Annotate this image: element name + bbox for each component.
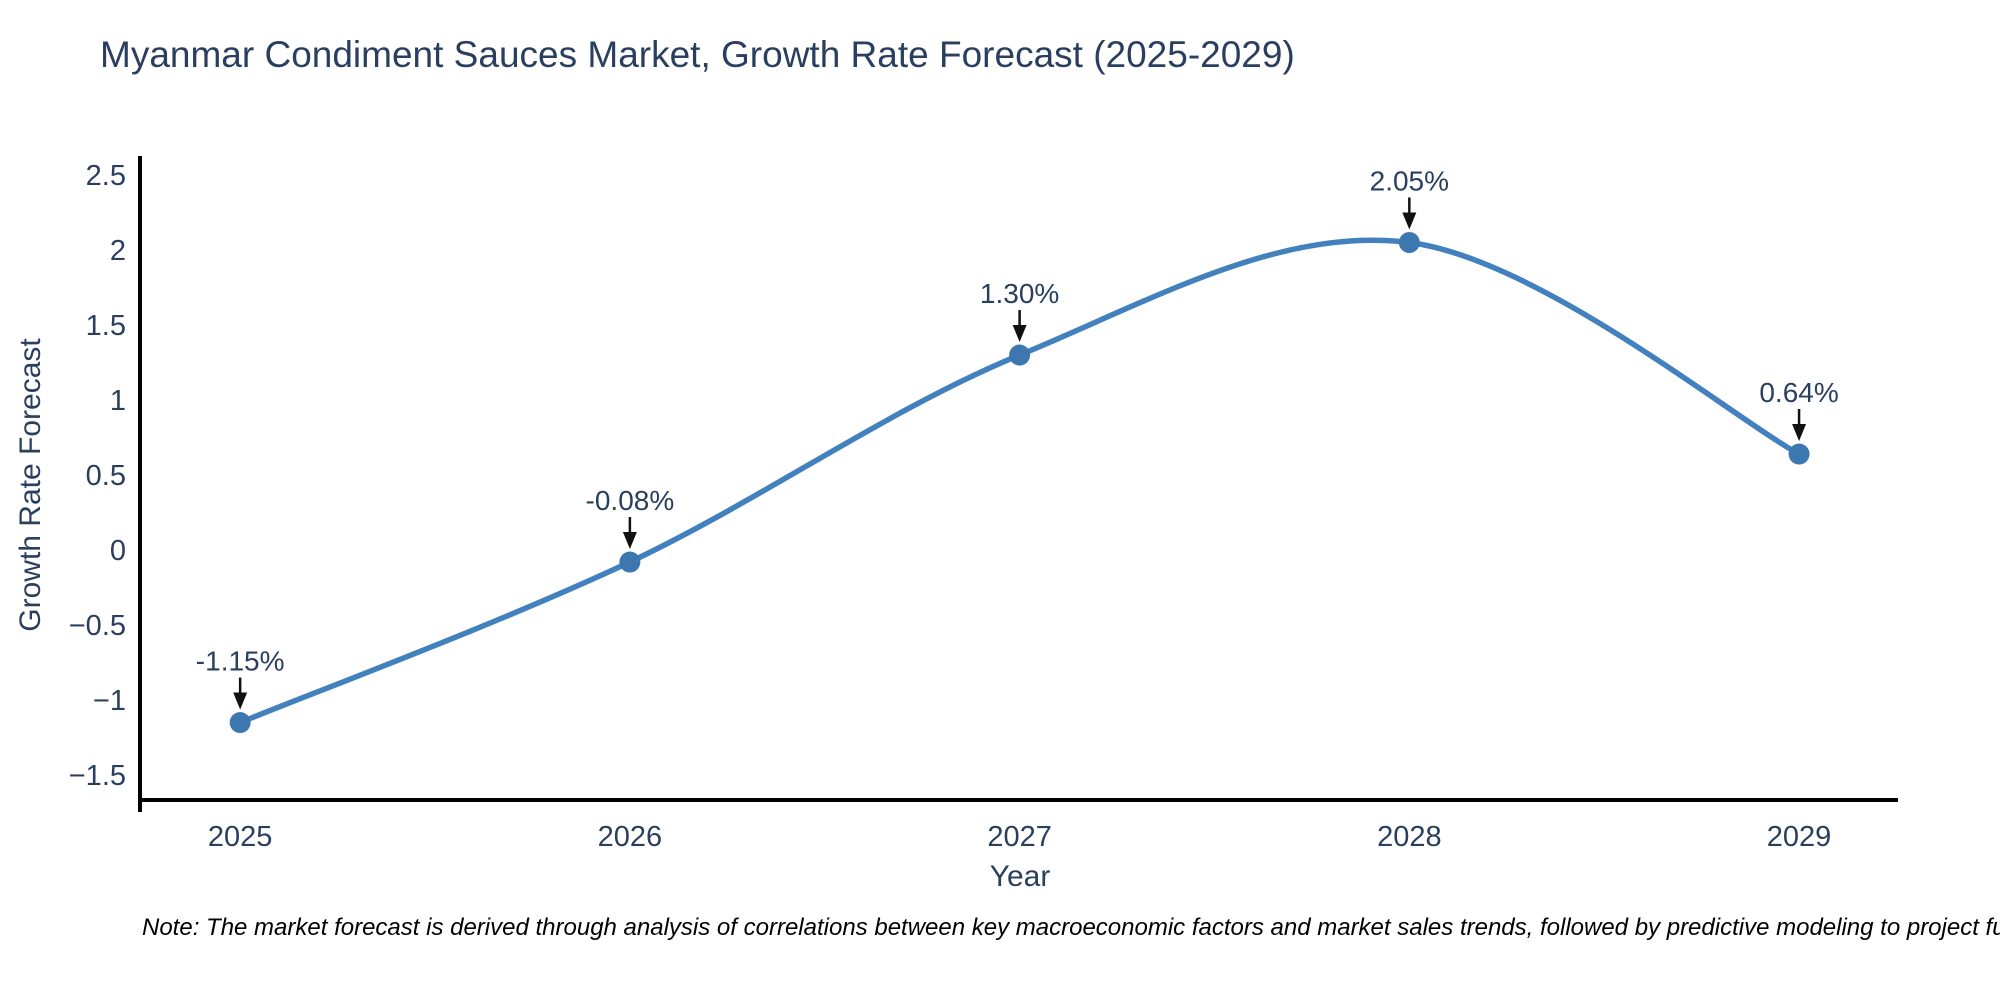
x-tick-label: 2029 (1767, 821, 1832, 853)
point-annotation: -1.15% (196, 646, 285, 677)
y-tick-label: 2.5 (86, 160, 126, 192)
x-tick-label: 2026 (598, 821, 663, 853)
point-annotation: 1.30% (980, 278, 1059, 309)
x-axis-title: Year (990, 860, 1051, 893)
point-annotation: -0.08% (586, 485, 675, 516)
data-point-marker (1398, 232, 1420, 254)
data-point-marker (1009, 344, 1031, 366)
annotation-arrowhead (1402, 212, 1417, 230)
x-tick-label: 2025 (208, 821, 273, 853)
annotation-arrowhead (1792, 424, 1807, 442)
y-tick-label: −1 (93, 685, 126, 717)
y-axis-title: Growth Rate Forecast (14, 338, 47, 632)
annotation-arrowhead (233, 692, 248, 710)
y-tick-label: 0 (110, 535, 126, 567)
y-tick-label: 0.5 (86, 460, 126, 492)
footnote: Note: The market forecast is derived thr… (142, 914, 2000, 941)
data-point-marker (619, 551, 641, 573)
y-tick-label: −0.5 (69, 610, 126, 642)
y-tick-label: 2 (110, 235, 126, 267)
annotation-arrowhead (622, 532, 637, 550)
annotation-arrowhead (1012, 325, 1027, 343)
y-tick-label: −1.5 (69, 760, 126, 792)
point-annotation: 0.64% (1759, 377, 1838, 408)
data-point-marker (229, 712, 251, 734)
chart-title: Myanmar Condiment Sauces Market, Growth … (100, 34, 1295, 75)
y-tick-label: 1 (110, 385, 126, 417)
y-tick-label: 1.5 (86, 310, 126, 342)
point-annotation: 2.05% (1370, 166, 1449, 197)
x-tick-label: 2027 (987, 821, 1052, 853)
x-tick-label: 2028 (1377, 821, 1442, 853)
data-point-marker (1788, 443, 1810, 465)
